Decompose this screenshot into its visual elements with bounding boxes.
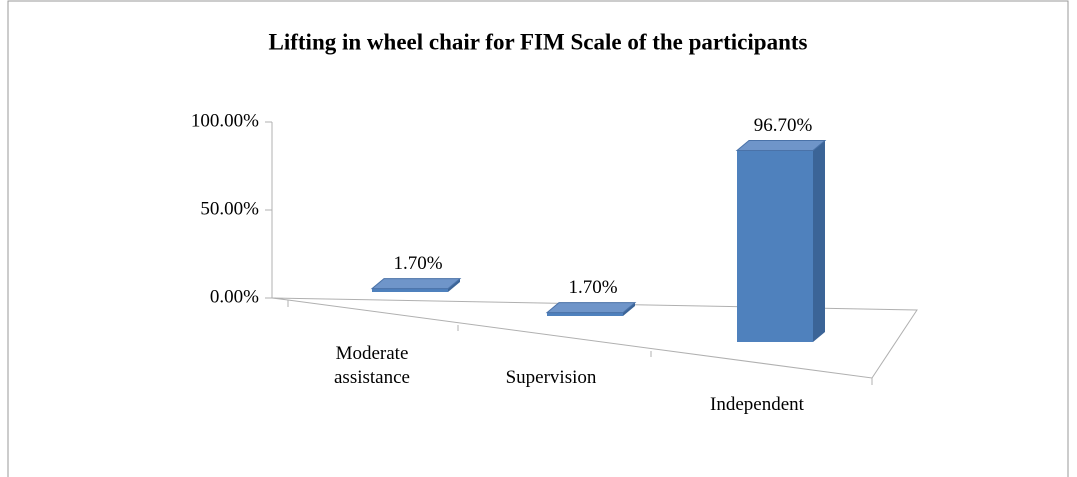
y-tick-label: 100.00%: [191, 110, 259, 131]
frame: [7, 0, 1069, 477]
bar-top: [735, 140, 827, 152]
data-label: 96.70%: [754, 115, 813, 136]
x-tick-label: Supervision: [505, 367, 597, 388]
y-tick-label: 50.00%: [200, 198, 259, 219]
bar: [737, 150, 813, 342]
bar: [372, 288, 448, 292]
bar-side: [623, 302, 635, 316]
chart-title: Lifting in wheel chair for FIM Scale of …: [269, 29, 808, 54]
bar-side: [813, 140, 825, 342]
bar-top: [545, 302, 637, 314]
x-tick-label: Moderate assistance: [334, 343, 410, 388]
bar: [547, 312, 623, 316]
x-tick-label: Independent: [710, 394, 804, 415]
bar-top: [370, 278, 462, 290]
bar-side: [448, 278, 460, 292]
y-tick-label: 0.00%: [210, 286, 259, 307]
data-label: 1.70%: [393, 253, 442, 274]
data-label: 1.70%: [568, 277, 617, 298]
